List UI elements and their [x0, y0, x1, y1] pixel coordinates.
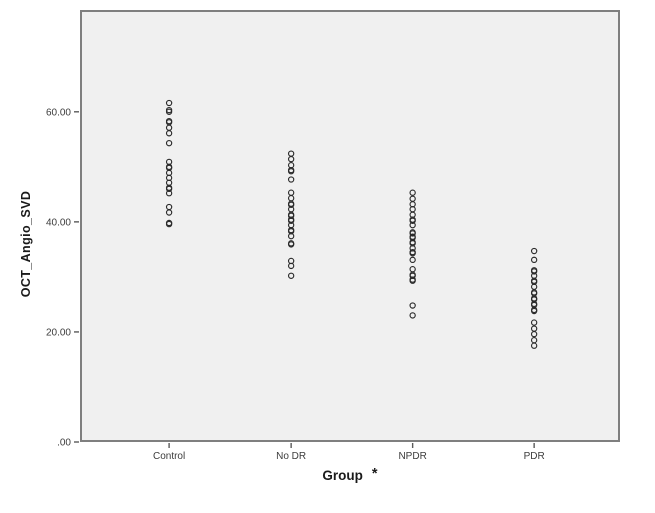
data-point-circle — [287, 241, 295, 248]
x-tick-label: No DR — [276, 451, 306, 462]
data-point-circle — [287, 217, 295, 224]
data-point-circle — [287, 155, 295, 163]
data-point-circle — [530, 319, 538, 326]
data-point-circle — [165, 220, 173, 228]
data-point-circle — [165, 124, 173, 131]
data-point-circle — [287, 233, 295, 240]
data-point-circle — [530, 337, 538, 344]
data-point-circle — [409, 195, 416, 202]
data-point-circle — [287, 272, 295, 279]
y-tick-label: 60.00 — [46, 107, 71, 118]
data-point-circle — [287, 262, 295, 270]
x-axis-title-text: Group — [322, 468, 363, 483]
y-tick-label: 20.00 — [46, 327, 71, 338]
data-point-circle — [165, 140, 173, 147]
x-axis-footnote-marker: * — [371, 466, 378, 482]
data-point-circle — [165, 99, 173, 107]
data-point-circle — [530, 307, 538, 315]
data-point-circle — [165, 209, 173, 216]
data-point-circle — [409, 230, 416, 237]
data-point-circle — [165, 130, 173, 137]
data-point-circle — [409, 221, 416, 229]
x-axis-title: Group * — [80, 466, 620, 484]
x-tick-label: PDR — [524, 451, 545, 462]
data-point-circle — [287, 168, 295, 175]
data-point-circle — [165, 108, 173, 115]
data-point-circle — [530, 256, 538, 264]
data-point-circle — [409, 302, 416, 309]
data-point-circle — [530, 325, 538, 332]
data-point-circle — [287, 201, 295, 208]
data-point-circle — [287, 176, 295, 183]
data-point-circle — [409, 217, 416, 224]
data-point-circle — [409, 250, 416, 257]
y-axis-title: OCT_Angio_SVD — [19, 190, 33, 298]
data-point-circle — [287, 195, 295, 202]
data-point-circle — [530, 342, 538, 349]
data-point-circle — [530, 330, 538, 338]
x-tick-label: NPDR — [398, 451, 426, 462]
x-tick-label: Control — [153, 451, 185, 462]
data-point-circle — [409, 312, 416, 319]
data-point-circle — [287, 189, 295, 196]
data-point-circle — [165, 190, 173, 197]
data-point-circle — [530, 268, 538, 275]
data-point-circle — [409, 189, 416, 196]
data-point-circle — [409, 256, 416, 264]
data-point-circle — [530, 247, 538, 255]
data-point-circle — [165, 185, 173, 193]
data-point-circle — [409, 277, 416, 284]
y-tick-label: 40.00 — [46, 217, 71, 228]
data-point-circle — [409, 266, 416, 273]
data-point-circle — [287, 150, 295, 157]
data-point-circle — [165, 203, 173, 211]
y-tick-label: .00 — [57, 438, 71, 449]
